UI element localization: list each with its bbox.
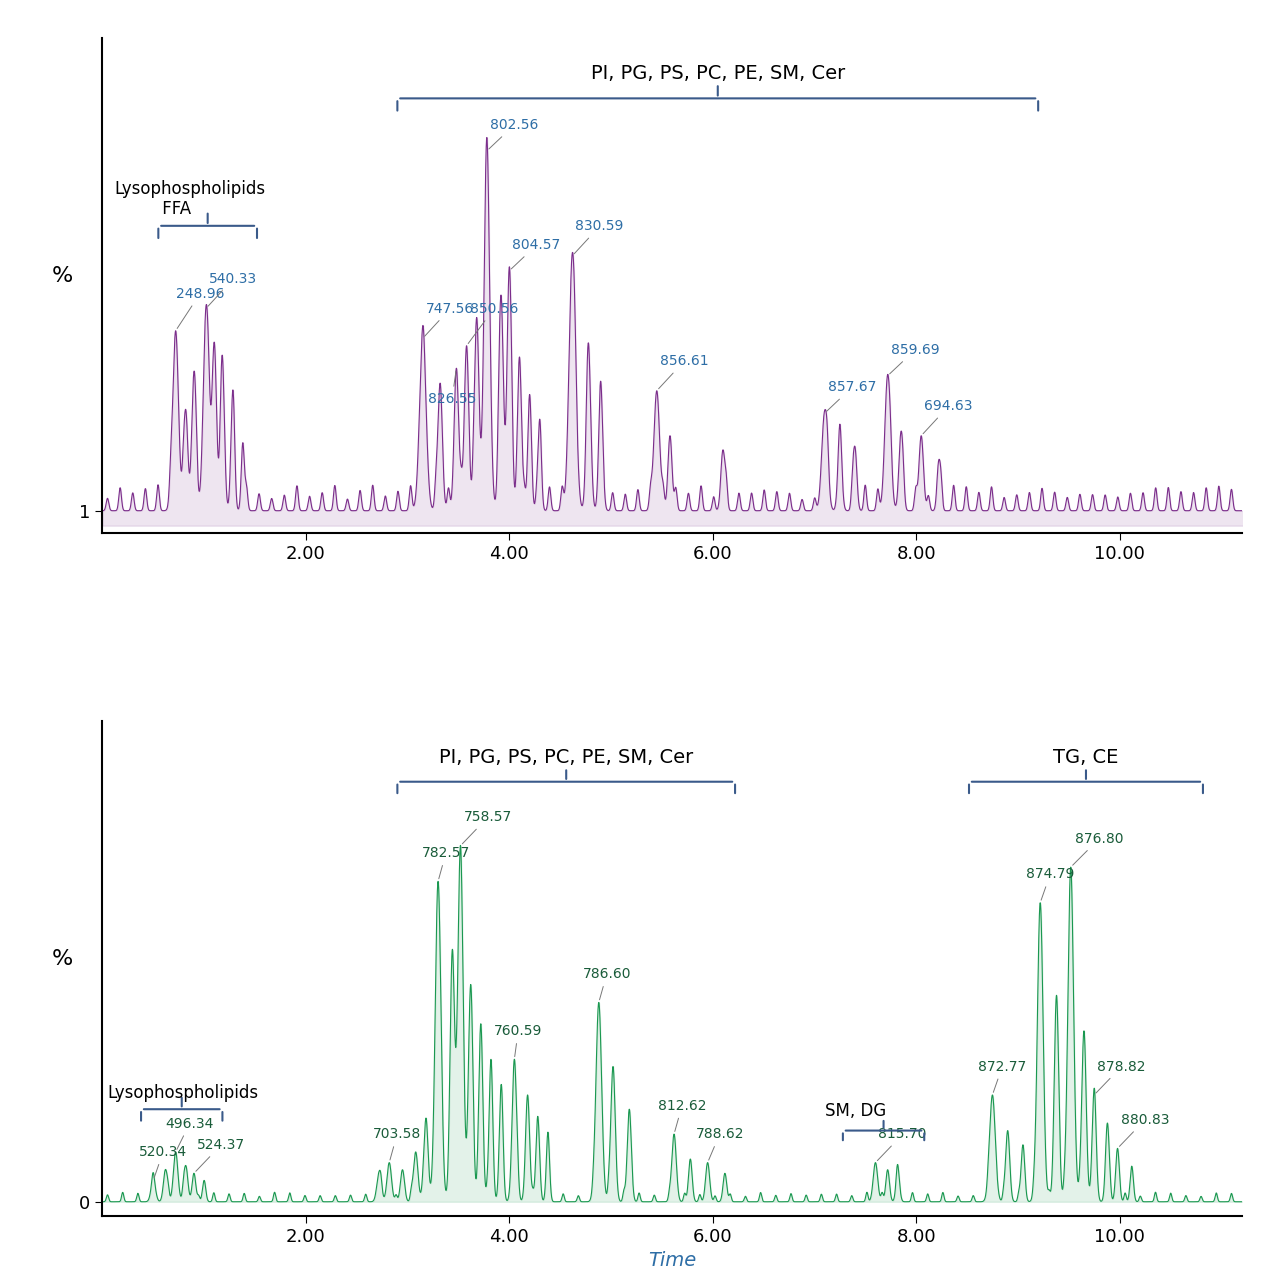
Y-axis label: %: % — [52, 266, 73, 285]
Text: TG, CE: TG, CE — [1053, 749, 1119, 768]
Text: 496.34: 496.34 — [165, 1116, 214, 1149]
X-axis label: Time: Time — [648, 1252, 696, 1270]
Text: 812.62: 812.62 — [658, 1098, 707, 1132]
Text: 872.77: 872.77 — [978, 1060, 1027, 1092]
Text: 859.69: 859.69 — [890, 343, 940, 374]
Text: 703.58: 703.58 — [372, 1128, 421, 1160]
Text: 874.79: 874.79 — [1027, 868, 1074, 900]
Text: PI, PG, PS, PC, PE, SM, Cer: PI, PG, PS, PC, PE, SM, Cer — [439, 749, 694, 768]
Text: 802.56: 802.56 — [489, 118, 539, 148]
Text: Lysophospholipids
         FFA: Lysophospholipids FFA — [115, 179, 266, 219]
Text: 876.80: 876.80 — [1073, 832, 1124, 865]
Text: PI, PG, PS, PC, PE, SM, Cer: PI, PG, PS, PC, PE, SM, Cer — [590, 64, 845, 83]
Text: 880.83: 880.83 — [1120, 1114, 1169, 1147]
Text: 826.55: 826.55 — [428, 371, 476, 406]
Text: 747.56: 747.56 — [425, 302, 474, 337]
Text: 524.37: 524.37 — [196, 1138, 244, 1171]
Text: 694.63: 694.63 — [923, 399, 973, 434]
Text: 760.59: 760.59 — [494, 1024, 543, 1056]
Text: 782.57: 782.57 — [422, 846, 470, 878]
Text: 815.70: 815.70 — [877, 1128, 927, 1161]
Text: 788.62: 788.62 — [695, 1128, 744, 1160]
Text: 520.34: 520.34 — [140, 1146, 187, 1178]
Text: 857.67: 857.67 — [827, 380, 876, 411]
Text: 786.60: 786.60 — [582, 968, 631, 1000]
Y-axis label: %: % — [52, 948, 73, 969]
Text: Lysophospholipids: Lysophospholipids — [108, 1084, 259, 1102]
Text: 540.33: 540.33 — [209, 271, 257, 306]
Text: 856.61: 856.61 — [659, 355, 708, 389]
Text: SM, DG: SM, DG — [824, 1102, 886, 1120]
Text: 830.59: 830.59 — [575, 219, 623, 253]
Text: 248.96: 248.96 — [175, 287, 224, 329]
Text: 850.56: 850.56 — [468, 302, 518, 343]
Text: 878.82: 878.82 — [1096, 1060, 1146, 1093]
Text: 804.57: 804.57 — [511, 238, 561, 269]
Text: 758.57: 758.57 — [462, 810, 512, 844]
